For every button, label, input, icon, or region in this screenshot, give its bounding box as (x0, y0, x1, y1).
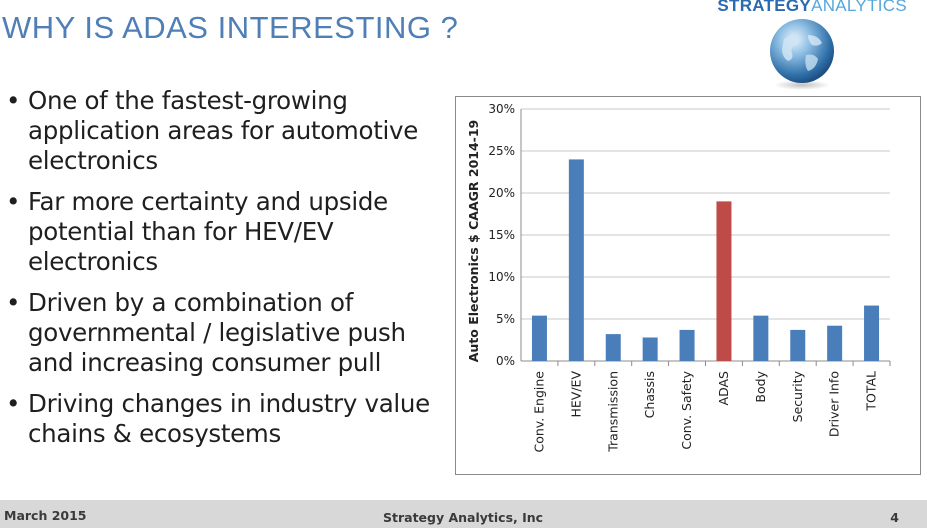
x-tick-label: Security (790, 370, 805, 422)
bar (716, 201, 732, 361)
y-tick-label: 20% (488, 186, 515, 200)
x-tick-label: Driver Info (827, 371, 842, 437)
page-number: 4 (890, 510, 899, 525)
bullet-text: Driven by a combination of governmental … (28, 288, 406, 377)
bar (864, 305, 880, 361)
footer-company: Strategy Analytics, Inc (383, 510, 544, 525)
x-tick-label: Conv. Safety (679, 370, 694, 449)
x-tick-label: Conv. Engine (531, 371, 546, 453)
x-tick-label: HEV/EV (568, 371, 583, 418)
x-tick-label: Transmission (605, 371, 620, 453)
bullet-dot: • (6, 86, 21, 115)
bar (568, 159, 584, 361)
bar (679, 329, 695, 361)
cagr-bar-chart: 0% 5% 10% 15% 20% 25% 30% Conv. Engine HEV/EV Tra… (455, 96, 921, 475)
bullet-dot: • (6, 288, 21, 317)
bullet-item: • One of the fastest-growing application … (6, 86, 446, 176)
bullet-text: One of the fastest-growing application a… (28, 86, 418, 175)
bullet-text: Driving changes in industry value chains… (28, 389, 430, 448)
bullet-dot: • (6, 389, 21, 418)
y-tick-label: 25% (488, 144, 515, 158)
y-tick-label: 10% (488, 270, 515, 284)
x-tick-label: Chassis (642, 371, 657, 418)
x-tick-label: ADAS (716, 371, 731, 406)
bullet-dot: • (6, 187, 21, 216)
bullet-item: • Driving changes in industry value chain… (6, 389, 446, 449)
x-tick-label: Body (753, 370, 768, 402)
bar (531, 315, 547, 361)
y-tick-label: 0% (496, 354, 515, 368)
y-axis-title: Auto Electronics $ CAAGR 2014-19 (466, 120, 481, 363)
company-logo-text: STRATEGYANALYTICS (717, 0, 907, 16)
y-tick-label: 15% (488, 228, 515, 242)
chart-canvas: 0% 5% 10% 15% 20% 25% 30% Conv. Engine HEV/EV Tra… (466, 102, 891, 453)
globe-logo-icon (762, 15, 842, 91)
bullet-list: • One of the fastest-growing application … (6, 86, 446, 460)
bar (790, 329, 806, 361)
bullet-item: • Far more certainty and upside potential… (6, 187, 446, 277)
footer-date: March 2015 (4, 508, 87, 523)
footer-bar: March 2015 Strategy Analytics, Inc 4 (0, 500, 927, 528)
logo-light-text: ANALYTICS (811, 0, 907, 15)
bullet-text: Far more certainty and upside potential … (28, 187, 388, 276)
bar (605, 334, 621, 361)
y-tick-label: 5% (496, 312, 515, 326)
slide-title: WHY IS ADAS INTERESTING ? (2, 10, 459, 45)
bar (827, 325, 843, 361)
bar (642, 337, 658, 361)
x-tick-label: TOTAL (864, 371, 879, 412)
logo-bold-text: STRATEGY (717, 0, 812, 15)
bullet-item: • Driven by a combination of governmental… (6, 288, 446, 378)
bar (753, 315, 769, 361)
y-tick-label: 30% (488, 102, 515, 116)
